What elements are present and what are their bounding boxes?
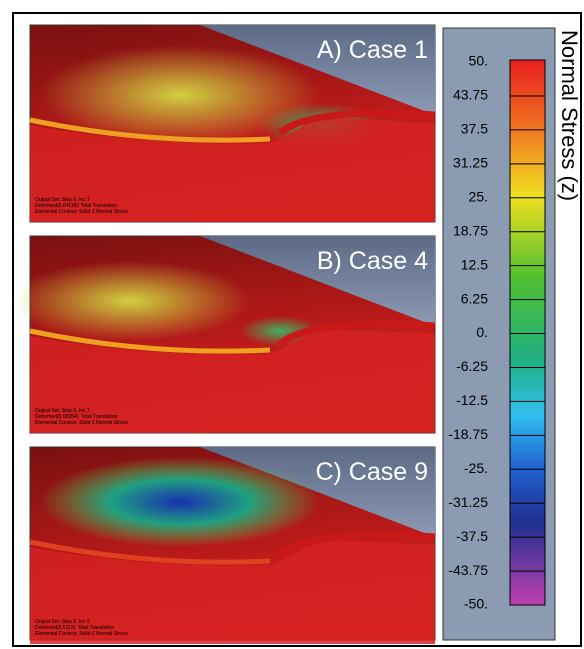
layer <box>277 320 436 347</box>
legend-tick-label: -50. <box>464 596 488 612</box>
legend-tick-label: -18.75 <box>448 426 488 442</box>
panel-note: Elemental Contour: Solid Z Normal Stress <box>35 420 128 426</box>
sky <box>200 25 435 115</box>
legend-tick-label: 37.5 <box>461 121 488 137</box>
legend-tick-label: 50. <box>469 53 488 69</box>
layer <box>29 117 271 143</box>
legend-tick-label: 6.25 <box>461 290 488 306</box>
panel: B) Case 4 Output Set: Step 6, Inc 7Deform… <box>10 235 436 434</box>
panel-note: Output Set: Step 6, Inc 7 <box>35 197 90 203</box>
legend-tick-label: -6.25 <box>456 358 488 374</box>
frame <box>12 12 582 647</box>
legend-tick-label: -12.5 <box>456 392 488 408</box>
legend-tick-label: 43.75 <box>453 87 488 103</box>
panel: A) Case 1 Output Set: Step 6, Inc 7Deform… <box>29 24 436 223</box>
legend-tick-label: 0. <box>476 324 488 340</box>
layer <box>277 109 436 136</box>
ground <box>30 117 435 222</box>
panel-note: Elemental Contour: Solid Z Normal Stress <box>35 209 128 215</box>
panel-note: Output Set: Step 6, Inc 7 <box>35 408 90 414</box>
layer <box>29 328 271 354</box>
panel-note: Deformed(6.04118): Total Translation <box>35 203 117 209</box>
legend-title: Normal Stress (z) <box>557 30 582 201</box>
legend-tick-label: 31.25 <box>453 155 488 171</box>
ground <box>30 539 435 644</box>
panel-note: Deformed(5.5113): Total Translation <box>35 625 115 631</box>
layer <box>29 539 271 565</box>
stress-region <box>10 261 250 341</box>
colorbar <box>509 59 546 606</box>
panel: C) Case 9 Output Set: Step 6, Inc 5Deform… <box>29 446 436 644</box>
legend-tick-label: 18.75 <box>453 222 488 238</box>
panel-note: Output Set: Step 6, Inc 5 <box>35 619 90 625</box>
legend-tick-label: -31.25 <box>448 494 488 510</box>
legend-tick-label: 12.5 <box>461 256 488 272</box>
layer <box>277 531 436 558</box>
sky <box>200 236 435 326</box>
panel-label: A) Case 1 <box>317 36 428 64</box>
panel-note: Deformed(5.98354): Total Translation <box>35 414 118 420</box>
ground <box>30 328 435 433</box>
panel-note: Elemental Contour: Solid Z Normal Stress <box>35 631 128 637</box>
panel-label: B) Case 4 <box>317 247 428 275</box>
legend-tick-label: 25. <box>469 188 488 204</box>
stress-region <box>240 316 320 346</box>
panel-label: C) Case 9 <box>315 458 428 486</box>
legend-tick-label: -25. <box>464 460 488 476</box>
stress-region <box>40 45 320 145</box>
legend-tick-label: -43.75 <box>448 562 488 578</box>
legend-tick-label: -37.5 <box>456 528 488 544</box>
stress-region <box>40 457 320 547</box>
